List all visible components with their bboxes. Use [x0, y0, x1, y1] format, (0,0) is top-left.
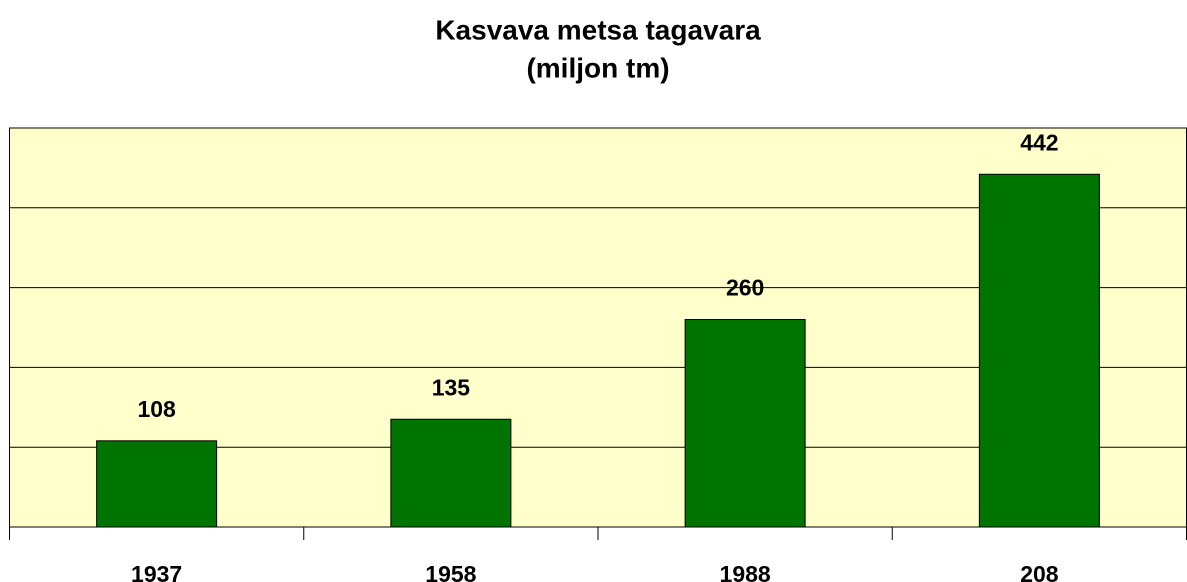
bar [684, 319, 806, 528]
data-label: 108 [137, 396, 176, 422]
bar [96, 440, 218, 528]
data-label: 260 [726, 275, 764, 301]
x-tick-label: 1937 [131, 561, 182, 582]
chart-title: Kasvava metsa tagavara [435, 14, 761, 45]
data-label: 135 [432, 374, 471, 400]
x-tick-label: 1958 [425, 561, 476, 582]
bar [978, 173, 1100, 528]
data-label: 442 [1020, 129, 1058, 155]
bar [390, 418, 512, 528]
x-tick-label: 208 [1020, 561, 1059, 582]
chart-subtitle: (miljon tm) [526, 52, 669, 83]
x-tick-label: 1988 [720, 561, 771, 582]
